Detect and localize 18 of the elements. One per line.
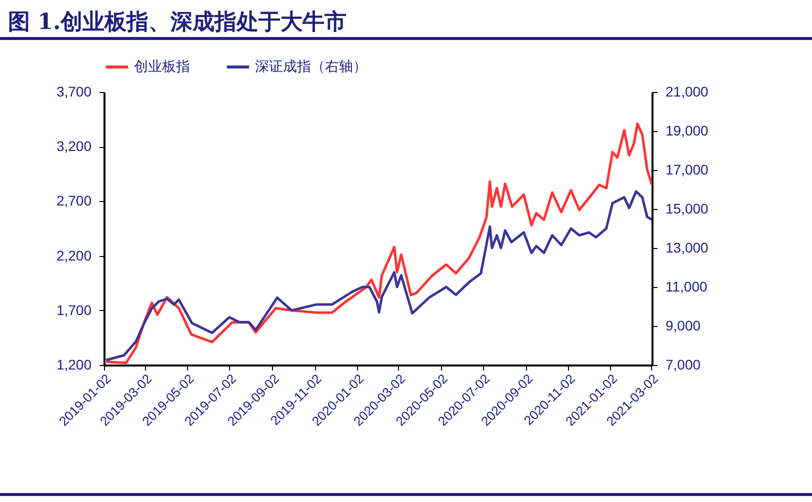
y2-tick-label: 9,000 [666, 318, 701, 334]
y2-tick-label: 21,000 [666, 84, 709, 100]
y2-tick-label: 7,000 [666, 356, 701, 372]
y-tick-label: 2,700 [56, 192, 92, 209]
y-tick-label: 1,700 [56, 302, 92, 318]
line-series [104, 190, 652, 362]
y2-tick-label: 11,000 [666, 278, 708, 294]
legend-label: 创业板指 [134, 58, 190, 74]
y-tick-label: 3,700 [56, 84, 92, 100]
y-tick-label: 1,200 [56, 356, 92, 372]
y-tick-label: 2,200 [56, 247, 92, 264]
chart-title: 图 1.创业板指、深成指处于大牛市 [0, 0, 812, 40]
y-tick-label: 3,200 [56, 138, 92, 154]
y2-tick-label: 13,000 [666, 240, 709, 256]
y2-tick-label: 19,000 [666, 122, 709, 138]
legend-label: 深证成指（右轴） [255, 58, 367, 74]
y2-tick-label: 17,000 [666, 162, 709, 178]
y2-tick-label: 15,000 [666, 200, 709, 216]
